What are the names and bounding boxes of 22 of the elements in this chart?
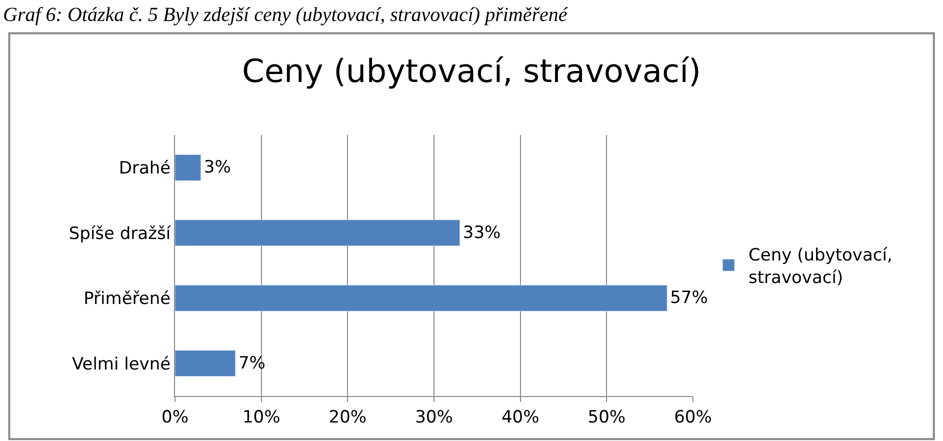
data-label: 7% xyxy=(238,353,266,374)
x-tick-label: 50% xyxy=(588,407,626,428)
data-label: 3% xyxy=(204,158,231,178)
x-tick-label: 60% xyxy=(674,407,712,428)
y-tick-label: Spíše dražší xyxy=(68,224,172,244)
y-tick-label: Velmi levné xyxy=(72,354,171,374)
data-label: 33% xyxy=(462,222,501,243)
text: Graf 6: Otázka č. 5 Byly zdejší ceny (ubytovací, stravovací) přiměřené xyxy=(3,4,568,26)
x-tick-label: 30% xyxy=(415,407,453,428)
data-label: 57% xyxy=(670,288,708,308)
x-tick-label: 0% xyxy=(162,407,188,428)
legend-label: Ceny (ubytovací, stravovací) xyxy=(748,246,892,288)
bar xyxy=(175,284,668,312)
y-tick-label: Drahé xyxy=(118,158,171,179)
chart-title: Ceny (ubytovací, stravovací) xyxy=(242,52,701,90)
bar xyxy=(175,220,460,246)
x-tick-label: 40% xyxy=(501,407,540,428)
bar xyxy=(175,350,236,377)
bar xyxy=(175,154,202,181)
x-tick-label: 20% xyxy=(328,407,367,428)
y-tick-label: Přiměřené xyxy=(84,289,171,310)
x-tick-label: 10% xyxy=(242,407,280,428)
